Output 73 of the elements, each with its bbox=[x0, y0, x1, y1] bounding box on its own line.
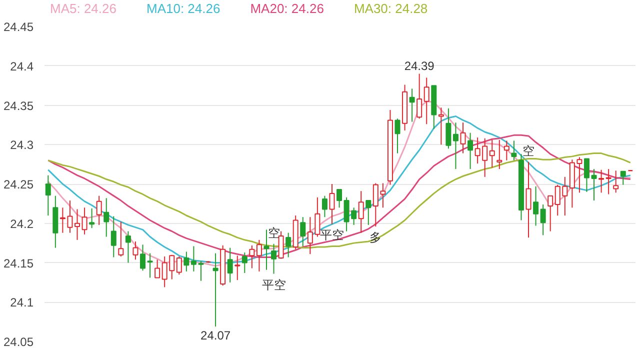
text: MA10: 24.26 bbox=[146, 1, 220, 16]
y-tick-label: 24.35 bbox=[3, 98, 34, 113]
candlestick bbox=[154, 259, 160, 278]
candlestick bbox=[394, 118, 400, 154]
candlestick bbox=[336, 189, 342, 208]
candlestick bbox=[227, 247, 233, 283]
candlestick bbox=[184, 251, 190, 272]
candlestick bbox=[468, 132, 474, 170]
candlestick bbox=[45, 174, 51, 216]
candlestick bbox=[452, 122, 458, 170]
candlestick bbox=[409, 88, 415, 122]
y-tick-label: 24.4 bbox=[10, 59, 34, 74]
annotation: 平空 bbox=[320, 228, 344, 242]
y-tick-label: 24.1 bbox=[10, 296, 34, 310]
candlestick bbox=[438, 107, 444, 146]
candlestick bbox=[329, 184, 335, 225]
annotation: 24.39 bbox=[404, 58, 435, 73]
text: MA5: 24.26 bbox=[50, 1, 116, 16]
candlestick bbox=[132, 240, 138, 260]
text: MA20: 24.26 bbox=[250, 1, 324, 16]
candlestick bbox=[286, 232, 292, 258]
candlestick bbox=[591, 168, 597, 202]
y-tick-label: 24.05 bbox=[3, 335, 34, 349]
candlestick bbox=[300, 216, 306, 247]
annotation: 24.07 bbox=[200, 328, 231, 343]
candlestick bbox=[358, 190, 364, 234]
candlestick bbox=[147, 252, 153, 278]
candlestick bbox=[118, 221, 124, 257]
candlestick bbox=[278, 230, 284, 260]
candlestick bbox=[89, 208, 95, 229]
annotation: 空 bbox=[522, 144, 535, 158]
candlestick bbox=[496, 139, 502, 170]
candlestick bbox=[104, 198, 110, 238]
candlestick bbox=[489, 139, 495, 168]
text: MA30: 24.28 bbox=[354, 1, 428, 16]
y-tick-label: 24.25 bbox=[3, 178, 34, 192]
candlestick bbox=[110, 216, 116, 258]
annotation: 空 bbox=[268, 226, 280, 240]
candlestick bbox=[140, 244, 146, 272]
candlestick bbox=[446, 108, 452, 150]
candlestick bbox=[264, 229, 270, 270]
annotation: 平空 bbox=[262, 278, 286, 292]
candlestick bbox=[366, 200, 372, 226]
candlestick bbox=[504, 140, 510, 161]
candlestick bbox=[212, 252, 218, 328]
candlestick bbox=[526, 161, 532, 238]
candlestick bbox=[613, 170, 619, 194]
candlestick bbox=[460, 122, 466, 154]
candlestick bbox=[74, 208, 80, 240]
candlestick bbox=[96, 195, 102, 226]
y-tick-label: 24.15 bbox=[3, 256, 34, 270]
candlestick bbox=[234, 255, 240, 281]
candlestick bbox=[271, 243, 277, 274]
candlestick bbox=[548, 195, 554, 232]
candlestick bbox=[176, 256, 182, 276]
candlestick bbox=[125, 230, 131, 264]
candlestick bbox=[82, 207, 88, 235]
candlestick bbox=[322, 195, 328, 218]
candlestick bbox=[606, 168, 612, 195]
candlestick bbox=[242, 252, 248, 274]
candlestick bbox=[416, 73, 422, 120]
candlestick bbox=[424, 77, 430, 125]
candlestick bbox=[249, 244, 255, 269]
candlestick bbox=[540, 204, 546, 236]
candlestick bbox=[598, 169, 604, 194]
candlestick bbox=[620, 170, 626, 186]
candlestick bbox=[584, 158, 590, 192]
y-tick-label: 24.3 bbox=[10, 138, 34, 152]
candlestick bbox=[511, 140, 517, 161]
candlestick bbox=[256, 239, 262, 272]
y-tick-label: 24.45 bbox=[3, 20, 34, 34]
candlestick bbox=[533, 186, 539, 226]
y-tick-label: 24.2 bbox=[10, 216, 34, 231]
